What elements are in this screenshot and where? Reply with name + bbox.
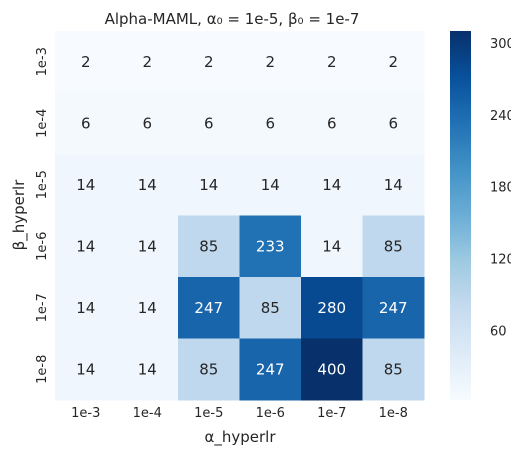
heatmap-cell [178,277,240,339]
cell-value-label: 14 [384,176,403,194]
cell-value-label: 6 [265,114,275,132]
cell-value-label: 6 [81,114,91,132]
cell-value-label: 2 [265,53,275,71]
cell-value-label: 6 [388,114,398,132]
x-axis-label: α_hyperlr [204,428,276,447]
cell-value-label: 85 [261,299,280,317]
x-tick-label: 1e-5 [194,406,223,421]
cell-value-label: 2 [142,53,152,71]
cell-value-label: 400 [317,360,346,378]
colorbar-tick-label: 180 [490,181,511,196]
cell-value-label: 2 [388,53,398,71]
colorbar-tick-labels: 60 120 180 240 300 [490,37,511,340]
heatmap-cell [116,154,179,216]
cell-value-label: 14 [138,237,157,255]
heatmap-cell [178,31,240,93]
heatmap-cell [362,154,425,216]
heatmap-cell [55,338,117,401]
heatmap-cell [301,277,363,339]
heatmap-cell [116,215,179,278]
cell-value-label: 6 [204,114,214,132]
chart-title: Alpha-MAML, α₀ = 1e-5, β₀ = 1e-7 [105,10,360,28]
heatmap-cell [239,277,302,339]
heatmap-cells: 2 2 2 2 2 2 6 6 6 6 6 6 14 14 14 14 14 14 14 14 85 233 14 85 14 1… [55,31,425,401]
cell-value-label: 14 [138,360,157,378]
heatmap-cell [239,338,302,401]
x-tick-label: 1e-4 [133,406,162,421]
cell-value-label: 85 [384,360,403,378]
cell-value-label: 6 [327,114,337,132]
x-tick-label: 1e-3 [71,406,100,421]
heatmap-cell [55,31,117,93]
heatmap-cell [55,277,117,339]
heatmap-cell [55,92,117,155]
cell-value-label: 85 [199,360,218,378]
heatmap-cell [178,215,240,278]
cell-value-label: 247 [256,360,285,378]
heatmap-cell [362,338,425,401]
heatmap-cell [55,215,117,278]
heatmap-cell [239,92,302,155]
y-axis-label: β_hyperlr [10,179,29,251]
heatmap-cell [178,92,240,155]
heatmap-cell [362,215,425,278]
cell-value-label: 14 [199,176,218,194]
y-tick-labels: 1e-3 1e-4 1e-5 1e-6 1e-7 1e-8 [35,47,50,384]
heatmap-cell [116,277,179,339]
heatmap-cell [362,92,425,155]
cell-value-label: 14 [138,299,157,317]
cell-value-label: 247 [379,299,408,317]
heatmap-cell [55,154,117,216]
y-tick-label: 1e-6 [35,232,50,261]
y-tick-label: 1e-8 [35,355,50,384]
y-tick-label: 1e-7 [35,293,50,322]
y-tick-label: 1e-5 [35,170,50,199]
cell-value-label: 14 [261,176,280,194]
heatmap-cell [301,338,363,401]
x-tick-labels: 1e-3 1e-4 1e-5 1e-6 1e-7 1e-8 [71,406,408,421]
colorbar-tick-label: 60 [490,325,507,340]
cell-value-label: 85 [384,237,403,255]
cell-value-label: 14 [322,237,341,255]
cell-value-label: 14 [322,176,341,194]
cell-value-label: 233 [256,237,285,255]
heatmap-cell [116,92,179,155]
heatmap-cell [301,31,363,93]
cell-value-label: 14 [76,299,95,317]
heatmap-cell [239,154,302,216]
cell-value-label: 280 [317,299,346,317]
heatmap-cell [178,154,240,216]
heatmap-cell [362,277,425,339]
heatmap-cell [178,338,240,401]
cell-value-label: 2 [204,53,214,71]
y-tick-label: 1e-3 [35,47,50,76]
x-tick-label: 1e-6 [256,406,285,421]
heatmap-cell [116,31,179,93]
cell-value-label: 14 [76,360,95,378]
colorbar [450,31,471,400]
cell-value-label: 2 [81,53,91,71]
heatmap-cell [116,338,179,401]
colorbar-tick-label: 120 [490,253,511,268]
cell-value-label: 6 [142,114,152,132]
cell-value-label: 14 [76,176,95,194]
cell-value-label: 85 [199,237,218,255]
heatmap-cell [301,92,363,155]
heatmap-cell [239,31,302,93]
colorbar-tick-label: 300 [490,37,511,52]
cell-value-label: 247 [194,299,223,317]
x-tick-label: 1e-8 [379,406,408,421]
colorbar-tick-label: 240 [490,109,511,124]
x-tick-label: 1e-7 [317,406,346,421]
heatmap-cell [239,215,302,278]
cell-value-label: 14 [138,176,157,194]
heatmap-cell [301,154,363,216]
cell-value-label: 2 [327,53,337,71]
heatmap-cell [301,215,363,278]
y-tick-label: 1e-4 [35,109,50,138]
cell-value-label: 14 [76,237,95,255]
heatmap-cell [362,31,425,93]
